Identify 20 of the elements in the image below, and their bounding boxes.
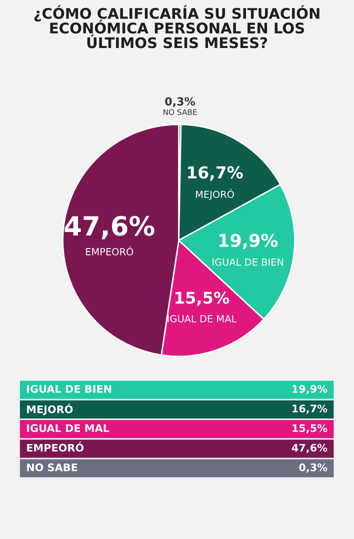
category-label: EMPEORÓ (27, 442, 84, 452)
data-label: 16,7% (188, 166, 243, 181)
data-label: 0,3% (165, 97, 196, 108)
category-label: MEJORÓ (27, 403, 73, 416)
text: 15,5% (292, 424, 328, 434)
slice-label: EMPEORÓ (86, 246, 134, 256)
category-label: NO SABE (27, 463, 78, 472)
slice-label: IGUAL DE BIEN (212, 258, 284, 266)
category-label: IGUAL DE MAL (27, 424, 110, 432)
text: 47,6% (292, 444, 328, 454)
category-label: IGUAL DE BIEN (27, 384, 112, 393)
text: 16,7% (292, 404, 328, 414)
data-label: 19,9% (219, 234, 278, 250)
text: 0,3% (299, 463, 328, 473)
slice-label: MEJORÓ (196, 188, 234, 200)
text: 19,9% (292, 384, 328, 394)
data-label: 47,6% (64, 216, 154, 240)
chart-title: ¿CÓMO CALIFICARÍA SU SITUACIÓN ECONÓMICA PERSONAL EN LOS ÚLTIMOS SEIS MESES? (34, 5, 320, 48)
data-label: 15,5% (176, 292, 230, 306)
slice-label: IGUAL DE MAL (168, 315, 237, 322)
